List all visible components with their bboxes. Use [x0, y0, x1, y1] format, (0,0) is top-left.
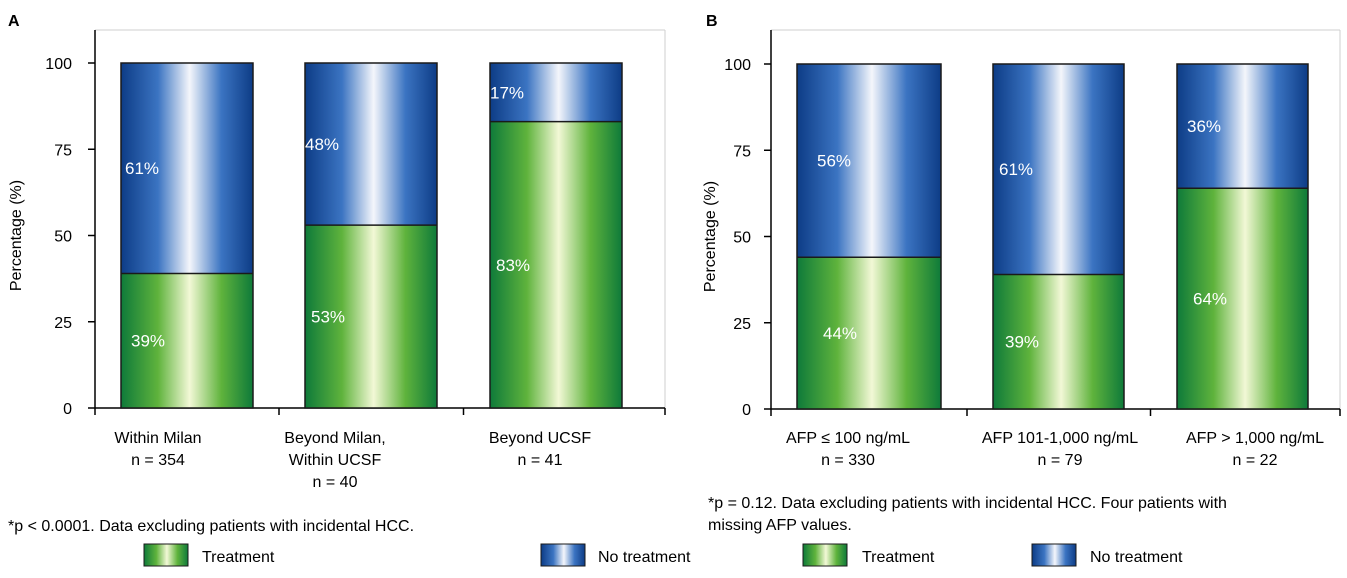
- legend-swatch-no-treatment: [1031, 543, 1077, 567]
- panel-a: A 0 25 50 75 100 Percentage (%) 61% 39% 48% 53% 17%…: [8, 13, 691, 567]
- data-label-treatment: 39%: [131, 332, 165, 351]
- y-tick-label: 100: [724, 57, 751, 74]
- x-category-label: n = 354: [131, 452, 185, 469]
- x-category-label: n = 40: [313, 474, 358, 491]
- bar-segment-treatment: [490, 121, 622, 409]
- panel-letter: A: [8, 13, 20, 30]
- bar-outline: [489, 62, 623, 409]
- data-label-no-treatment: 56%: [817, 152, 851, 171]
- data-label-no-treatment: 61%: [125, 159, 159, 178]
- bar-segment-no-treatment: [797, 64, 941, 258]
- bar-segment-no-treatment: [993, 64, 1124, 275]
- bar-outline: [304, 62, 438, 409]
- y-tick-label: 100: [45, 56, 72, 73]
- y-tick-label: 75: [733, 143, 751, 160]
- footnote: missing AFP values.: [708, 517, 852, 534]
- x-category-label: Within Milan: [114, 430, 201, 447]
- bar-outline: [992, 63, 1125, 410]
- x-category-label: n = 22: [1233, 452, 1278, 469]
- y-tick-label: 75: [54, 142, 72, 159]
- y-axis-title: Percentage (%): [702, 181, 719, 292]
- data-label-treatment: 53%: [311, 308, 345, 327]
- data-label-no-treatment: 17%: [490, 83, 524, 102]
- bar-segment-no-treatment: [490, 63, 622, 122]
- legend-label: Treatment: [202, 549, 275, 566]
- y-tick-label: 50: [54, 229, 72, 246]
- x-category-label: Beyond Milan,: [284, 430, 385, 447]
- footnote: *p = 0.12. Data excluding patients with …: [708, 495, 1227, 512]
- data-label-no-treatment: 61%: [999, 160, 1033, 179]
- x-category-label: n = 79: [1038, 452, 1083, 469]
- y-tick-label: 50: [733, 230, 751, 247]
- bar-segment-treatment: [121, 273, 253, 408]
- y-axis-title: Percentage (%): [8, 180, 25, 291]
- x-category-label: Beyond UCSF: [489, 430, 591, 447]
- bar-segment-treatment: [305, 225, 437, 408]
- footnote: *p < 0.0001. Data excluding patients wit…: [8, 518, 414, 535]
- bar-segment-no-treatment: [1177, 64, 1308, 189]
- bar-segment-treatment: [993, 274, 1124, 409]
- x-category-label: n = 330: [821, 452, 875, 469]
- panel-letter: B: [706, 13, 718, 30]
- panel-b: B 0 25 50 75 100 Percentage (%) 56% 44% 61% 39% 36%…: [702, 13, 1341, 567]
- data-label-treatment: 44%: [823, 324, 857, 343]
- bar-outline: [1176, 63, 1309, 410]
- legend-swatch-no-treatment: [540, 543, 586, 567]
- data-label-no-treatment: 48%: [305, 135, 339, 154]
- bar-segment-treatment: [1177, 188, 1308, 409]
- x-category-label: n = 41: [518, 452, 563, 469]
- y-tick-label: 0: [742, 402, 751, 419]
- legend-label: No treatment: [1090, 549, 1183, 566]
- bar-outline: [120, 62, 254, 409]
- data-label-treatment: 64%: [1193, 290, 1227, 309]
- data-label-treatment: 39%: [1005, 333, 1039, 352]
- bar-outline: [796, 63, 942, 410]
- x-category-label: AFP > 1,000 ng/mL: [1186, 430, 1324, 447]
- x-category-label: AFP 101-1,000 ng/mL: [982, 430, 1138, 447]
- legend-swatch-treatment: [143, 543, 189, 567]
- legend-label: No treatment: [598, 549, 691, 566]
- data-label-treatment: 83%: [496, 256, 530, 275]
- legend-swatch-treatment: [802, 543, 848, 567]
- x-category-label: Within UCSF: [289, 452, 382, 469]
- x-category-label: AFP ≤ 100 ng/mL: [786, 430, 910, 447]
- bar-segment-no-treatment: [305, 63, 437, 226]
- data-label-no-treatment: 36%: [1187, 117, 1221, 136]
- legend-label: Treatment: [862, 549, 935, 566]
- bar-segment-no-treatment: [121, 63, 253, 274]
- bar-segment-treatment: [797, 257, 941, 409]
- y-tick-label: 25: [54, 315, 72, 332]
- y-tick-label: 0: [63, 401, 72, 418]
- y-tick-label: 25: [733, 316, 751, 333]
